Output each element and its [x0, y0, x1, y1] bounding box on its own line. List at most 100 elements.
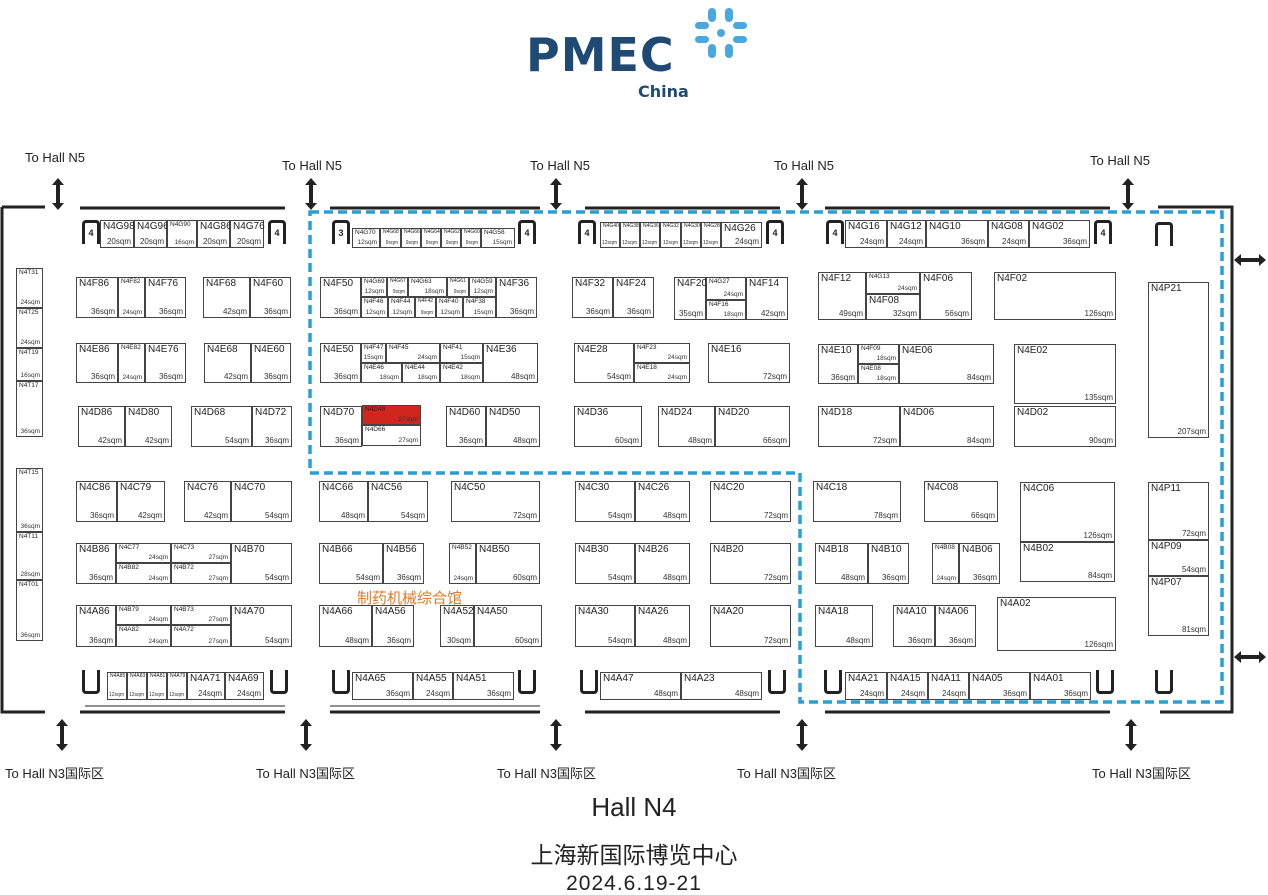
booth-n4e18[interactable]: N4E18 24sqm: [634, 363, 690, 383]
booth-n4g61[interactable]: N4G61 9sqm: [447, 277, 469, 297]
booth-n4a86[interactable]: N4A86 36sqm: [76, 605, 116, 647]
booth-n4c70[interactable]: N4C70 54sqm: [231, 481, 292, 522]
booth-n4g26[interactable]: N4G26 24sqm: [721, 222, 762, 248]
booth-n4f36[interactable]: N4F36 36sqm: [496, 277, 537, 318]
booth-n4a79[interactable]: N4A79 12sqm: [167, 672, 187, 700]
booth-n4g66[interactable]: N4G66 9sqm: [401, 228, 421, 248]
booth-n4f09[interactable]: N4F09 18sqm: [858, 344, 899, 364]
booth-n4f45[interactable]: N4F45 24sqm: [386, 343, 440, 363]
booth-n4b02[interactable]: N4B02 84sqm: [1020, 542, 1115, 582]
booth-n4e68[interactable]: N4E68 42sqm: [204, 343, 251, 383]
booth-n4b56[interactable]: N4B56 36sqm: [383, 543, 424, 584]
booth-n4a83[interactable]: N4A83 12sqm: [127, 672, 147, 700]
booth-n4a65[interactable]: N4A65 36sqm: [352, 672, 413, 700]
booth-n4a01[interactable]: N4A01 36sqm: [1030, 672, 1091, 700]
booth-n4e44[interactable]: N4E44 18sqm: [402, 363, 440, 383]
booth-n4a05[interactable]: N4A05 36sqm: [969, 672, 1030, 700]
booth-n4g02[interactable]: N4G02 36sqm: [1029, 220, 1090, 248]
booth-n4t19[interactable]: N4T19 16sqm: [16, 348, 43, 381]
booth-n4f16[interactable]: N4F16 18sqm: [706, 300, 746, 320]
booth-n4e08[interactable]: N4E08 18sqm: [858, 364, 899, 384]
booth-n4d20[interactable]: N4D20 66sqm: [715, 406, 790, 447]
booth-n4g96[interactable]: N4G96 20sqm: [134, 220, 169, 248]
booth-n4b26[interactable]: N4B26 48sqm: [635, 543, 690, 584]
booth-n4g63[interactable]: N4G63 18sqm: [408, 277, 447, 297]
booth-n4g86[interactable]: N4G86 20sqm: [197, 220, 232, 248]
booth-n4f60[interactable]: N4F60 36sqm: [250, 277, 291, 318]
booth-n4e46[interactable]: N4E46 18sqm: [361, 363, 402, 383]
booth-n4a71[interactable]: N4A71 24sqm: [187, 672, 225, 700]
booth-n4d60[interactable]: N4D60 36sqm: [446, 406, 486, 447]
booth-n4a11[interactable]: N4A11 24sqm: [928, 672, 969, 700]
booth-n4p21[interactable]: N4P21 207sqm: [1148, 282, 1209, 438]
booth-n4f76[interactable]: N4F76 36sqm: [145, 277, 186, 318]
booth-n4a47[interactable]: N4A47 48sqm: [600, 672, 681, 700]
booth-n4c66[interactable]: N4C66 48sqm: [319, 481, 368, 522]
booth-n4d36[interactable]: N4D36 60sqm: [574, 406, 642, 447]
booth-n4e16[interactable]: N4E16 72sqm: [708, 343, 790, 383]
booth-n4f86[interactable]: N4F86 36sqm: [76, 277, 118, 318]
booth-n4f24[interactable]: N4F24 36sqm: [613, 277, 654, 318]
booth-n4d50[interactable]: N4D50 48sqm: [486, 406, 540, 447]
booth-n4d24[interactable]: N4D24 48sqm: [658, 406, 715, 447]
booth-n4g32[interactable]: N4G32 12sqm: [660, 222, 681, 248]
booth-n4g90[interactable]: N4G90 16sqm: [167, 220, 197, 248]
booth-n4c06[interactable]: N4C06 126sqm: [1020, 482, 1115, 542]
booth-n4g59[interactable]: N4G59 12sqm: [469, 277, 496, 297]
booth-n4c50[interactable]: N4C50 72sqm: [451, 481, 540, 522]
booth-n4a72[interactable]: N4A72 27sqm: [171, 625, 231, 647]
booth-n4g13[interactable]: N4G13 24sqm: [866, 272, 920, 294]
booth-n4f41[interactable]: N4F41 15sqm: [440, 343, 483, 363]
booth-n4g30[interactable]: N4G30 12sqm: [681, 222, 701, 248]
booth-n4g10[interactable]: N4G10 36sqm: [926, 220, 988, 248]
booth-n4a21[interactable]: N4A21 24sqm: [845, 672, 887, 700]
booth-n4c26[interactable]: N4C26 48sqm: [635, 481, 690, 522]
booth-n4a81[interactable]: N4A81 12sqm: [147, 672, 167, 700]
booth-n4g36[interactable]: N4G36 12sqm: [640, 222, 660, 248]
booth-n4g76[interactable]: N4G76 20sqm: [230, 220, 265, 248]
booth-n4f82[interactable]: N4F82 24sqm: [118, 277, 145, 318]
booth-n4f50[interactable]: N4F50 36sqm: [320, 277, 361, 318]
booth-n4a15[interactable]: N4A15 24sqm: [887, 672, 928, 700]
booth-n4b18[interactable]: N4B18 48sqm: [815, 543, 868, 584]
booth-n4g16[interactable]: N4G16 24sqm: [845, 220, 887, 248]
booth-n4a51[interactable]: N4A51 36sqm: [453, 672, 514, 700]
booth-n4a06[interactable]: N4A06 36sqm: [935, 605, 976, 647]
booth-n4g69[interactable]: N4G69 12sqm: [361, 277, 387, 297]
booth-n4b86[interactable]: N4B86 36sqm: [76, 543, 116, 584]
booth-n4d18[interactable]: N4D18 72sqm: [818, 406, 900, 447]
booth-n4g68[interactable]: N4G68 9sqm: [380, 228, 401, 248]
booth-n4a50[interactable]: N4A50 60sqm: [474, 605, 542, 647]
booth-n4c18[interactable]: N4C18 78sqm: [813, 481, 901, 522]
booth-n4g60[interactable]: N4G60 9sqm: [461, 228, 481, 248]
booth-n4d66[interactable]: N4D66 27sqm: [362, 425, 421, 446]
booth-n4f68[interactable]: N4F68 42sqm: [203, 277, 250, 318]
booth-n4b73[interactable]: N4B73 27sqm: [171, 605, 231, 625]
booth-n4c30[interactable]: N4C30 54sqm: [575, 481, 635, 522]
booth-n4g28[interactable]: N4G28 12sqm: [701, 222, 721, 248]
booth-n4t11[interactable]: N4T11 28sqm: [16, 532, 43, 580]
booth-n4a69[interactable]: N4A69 24sqm: [225, 672, 264, 700]
booth-n4g40[interactable]: N4G40 12sqm: [600, 222, 620, 248]
booth-n4e60[interactable]: N4E60 36sqm: [251, 343, 291, 383]
booth-n4d72[interactable]: N4D72 36sqm: [252, 406, 292, 447]
booth-n4a18[interactable]: N4A18 48sqm: [815, 605, 873, 647]
booth-n4a56[interactable]: N4A56 36sqm: [372, 605, 414, 647]
booth-n4a30[interactable]: N4A30 54sqm: [575, 605, 635, 647]
booth-n4c08[interactable]: N4C08 66sqm: [924, 481, 998, 522]
booth-n4e50[interactable]: N4E50 36sqm: [320, 343, 361, 383]
booth-n4e10[interactable]: N4E10 36sqm: [818, 344, 858, 384]
booth-n4e76[interactable]: N4E76 36sqm: [145, 343, 186, 383]
booth-n4b82[interactable]: N4B82 24sqm: [116, 563, 171, 584]
booth-n4a85[interactable]: N4A85 12sqm: [107, 672, 127, 700]
booth-n4f47[interactable]: N4F47 15sqm: [361, 343, 386, 363]
booth-n4t15[interactable]: N4T15 36sqm: [16, 468, 43, 532]
booth-n4b06[interactable]: N4B06 36sqm: [959, 543, 1000, 584]
booth-n4d48[interactable]: N4D48 27sqm: [362, 405, 421, 425]
booth-n4f40[interactable]: N4F40 12sqm: [436, 297, 463, 318]
booth-n4e82[interactable]: N4E82 24sqm: [118, 343, 145, 383]
booth-n4f14[interactable]: N4F14 42sqm: [746, 277, 788, 320]
booth-n4f06[interactable]: N4F06 56sqm: [920, 272, 972, 320]
booth-n4b70[interactable]: N4B70 54sqm: [231, 543, 292, 584]
booth-n4g27[interactable]: N4G27 24sqm: [706, 277, 746, 300]
